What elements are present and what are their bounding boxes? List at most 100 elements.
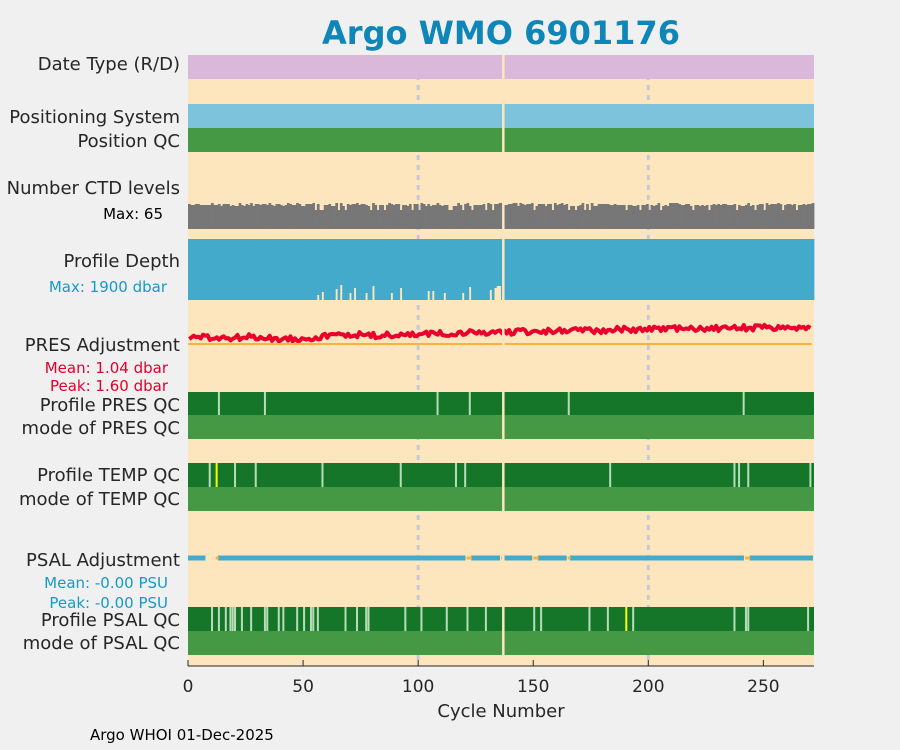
ctd-levels-bar xyxy=(475,205,479,229)
profile-pres-qc-light-mark xyxy=(263,392,266,415)
ctd-levels-bar xyxy=(229,206,233,229)
profile-depth-bar xyxy=(464,239,467,300)
profile-depth-bar xyxy=(728,239,732,300)
profile-depth-bar xyxy=(296,239,299,300)
ctd-levels-bar xyxy=(549,204,553,229)
profile-psal-qc-light-mark xyxy=(266,607,269,631)
chart-title: Argo WMO 6901176 xyxy=(322,14,680,52)
ctd-levels-bar xyxy=(305,204,309,229)
ctd-levels-bar xyxy=(680,205,684,229)
ctd-levels-bar xyxy=(358,205,362,229)
ctd-levels-bar xyxy=(192,205,196,229)
profile-depth-bar xyxy=(530,239,534,300)
ctd-levels-bar xyxy=(692,210,695,229)
ctd-levels-bar xyxy=(429,206,433,229)
ctd-levels-bar xyxy=(786,204,790,229)
profile-depth-bar xyxy=(385,239,389,300)
profile-depth-bar xyxy=(802,239,806,300)
ctd-levels-bar xyxy=(694,205,698,229)
ctd-levels-bar xyxy=(443,205,447,229)
ctd-levels-bar xyxy=(487,203,490,229)
ctd-levels-bar xyxy=(448,210,451,229)
ctd-levels-bar xyxy=(300,206,304,229)
ctd-levels-bar xyxy=(213,205,217,229)
ctd-levels-bar xyxy=(574,210,578,229)
profile-depth-bar xyxy=(388,239,391,300)
profile-temp-qc-light-mark xyxy=(454,463,457,487)
ctd-levels-bar xyxy=(669,203,672,229)
profile-depth-bar xyxy=(342,239,345,300)
profile-depth-bar xyxy=(772,239,776,300)
profile-depth-bar xyxy=(765,239,769,300)
profile-psal-qc-light-mark xyxy=(744,607,747,631)
ctd-levels-bar xyxy=(542,204,546,229)
ctd-levels-bar xyxy=(528,204,532,229)
positioning-system-bar xyxy=(188,104,814,128)
ctd-levels-bar xyxy=(609,205,612,229)
profile-depth-bar xyxy=(692,239,695,300)
profile-temp-qc-light-mark xyxy=(464,463,467,487)
ctd-levels-bar xyxy=(666,206,670,229)
profile-depth-bar xyxy=(268,239,272,300)
ctd-levels-bar xyxy=(438,205,442,229)
ctd-levels-bar xyxy=(365,205,368,229)
ctd-levels-bar xyxy=(307,204,311,229)
label-mode-temp-qc: mode of TEMP QC xyxy=(19,489,180,510)
profile-depth-bar xyxy=(360,239,364,300)
profile-depth-bar xyxy=(551,239,555,300)
profile-depth-bar xyxy=(809,239,813,300)
profile-depth-bar xyxy=(425,239,428,300)
profile-depth-bar xyxy=(606,239,610,300)
profile-depth-bar xyxy=(319,239,322,300)
profile-depth-bar xyxy=(328,239,332,300)
ctd-levels-bar xyxy=(526,204,530,229)
ctd-levels-bar xyxy=(291,205,295,229)
ctd-levels-bar xyxy=(599,204,603,229)
profile-temp-qc-light-mark xyxy=(321,463,324,487)
ctd-levels-bar xyxy=(215,205,219,229)
profile-depth-bar xyxy=(337,239,341,300)
x-tick-label: 150 xyxy=(517,677,549,697)
ctd-levels-bar xyxy=(206,205,210,229)
profile-depth-bar xyxy=(634,239,638,300)
profile-depth-bar xyxy=(588,239,592,300)
ctd-levels-bar xyxy=(618,205,622,229)
profile-depth-bar xyxy=(374,239,378,300)
profile-psal-qc-light-mark xyxy=(367,607,370,631)
ctd-levels-bar xyxy=(220,206,223,229)
profile-depth-bar xyxy=(229,239,233,300)
profile-depth-bar xyxy=(353,239,357,288)
profile-depth-bar xyxy=(482,239,486,300)
profile-depth-bar xyxy=(549,239,553,300)
ctd-levels-bar xyxy=(466,203,470,229)
profile-depth-bar xyxy=(708,239,711,300)
profile-depth-bar xyxy=(217,239,221,300)
profile-psal-qc-light-mark xyxy=(263,607,266,631)
ctd-levels-bar xyxy=(767,205,771,229)
profile-depth-bar xyxy=(586,239,589,300)
ctd-levels-bar xyxy=(323,205,327,229)
ctd-levels-bar xyxy=(402,205,405,229)
profile-depth-bar xyxy=(632,239,635,300)
profile-psal-qc-light-mark xyxy=(217,607,220,631)
ctd-levels-bar xyxy=(710,205,714,229)
profile-depth-bar xyxy=(243,239,246,300)
profile-depth-bar xyxy=(452,239,456,300)
profile-depth-bar xyxy=(744,239,748,300)
ctd-levels-bar xyxy=(721,204,725,229)
x-tick-label: 250 xyxy=(747,677,779,697)
profile-psal-qc-light-mark xyxy=(404,607,407,631)
profile-depth-bar xyxy=(471,239,474,300)
profile-depth-bar xyxy=(213,239,217,300)
ctd-levels-bar xyxy=(795,210,799,229)
ctd-levels-bar xyxy=(590,203,594,229)
profile-depth-bar xyxy=(618,239,622,300)
x-tick-label: 50 xyxy=(292,677,314,697)
ctd-levels-bar xyxy=(434,205,437,229)
profile-depth-bar xyxy=(797,239,801,300)
ctd-levels-bar xyxy=(622,205,626,229)
ctd-levels-bar xyxy=(360,204,364,229)
profile-depth-bar xyxy=(593,239,596,300)
profile-depth-bar xyxy=(793,239,796,300)
ctd-levels-bar xyxy=(613,204,617,229)
